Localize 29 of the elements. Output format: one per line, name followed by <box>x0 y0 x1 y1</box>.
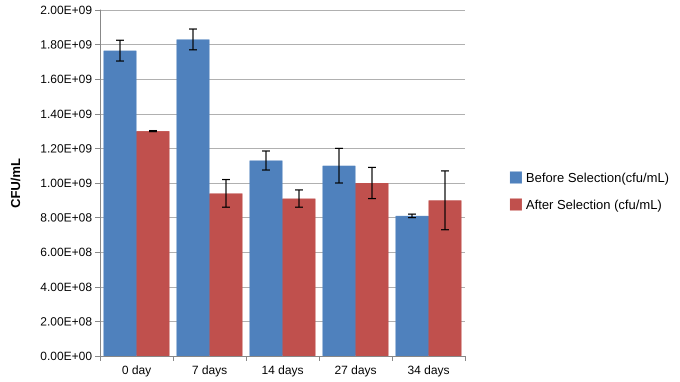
legend-label: After Selection (cfu/mL) <box>526 197 662 212</box>
bar <box>250 160 282 356</box>
y-axis-title: CFU/mL <box>8 158 23 208</box>
bar <box>428 200 462 356</box>
y-tick-label: 2.00E+09 <box>40 3 92 17</box>
x-tick-label: 27 days <box>334 363 377 377</box>
legend-label: Before Selection(cfu/mL) <box>526 170 670 185</box>
y-tick-label: 1.80E+09 <box>40 38 92 52</box>
y-tick-label: 2.00E+08 <box>40 314 92 328</box>
bar <box>322 166 356 356</box>
bar <box>396 216 428 356</box>
y-tick-label: 0.00E+00 <box>40 349 92 363</box>
bar <box>136 131 170 356</box>
y-tick-label: 1.40E+09 <box>40 106 92 121</box>
bar <box>282 198 316 356</box>
y-tick-label: 8.00E+08 <box>40 210 92 225</box>
bar <box>104 50 136 356</box>
y-tick-label: 6.00E+08 <box>40 245 92 260</box>
x-tick-label: 7 days <box>192 363 228 377</box>
y-tick-label: 1.00E+09 <box>40 176 92 190</box>
bar <box>176 39 210 356</box>
y-tick-label: 4.00E+08 <box>40 280 92 294</box>
x-tick-label: 34 days <box>407 363 450 377</box>
bar <box>210 193 242 356</box>
bar <box>356 183 388 356</box>
x-tick-label: 14 days <box>261 363 304 377</box>
y-tick-label: 1.20E+09 <box>40 141 92 156</box>
x-tick-label: 0 day <box>122 363 152 377</box>
y-tick-label: 1.60E+09 <box>40 72 92 86</box>
